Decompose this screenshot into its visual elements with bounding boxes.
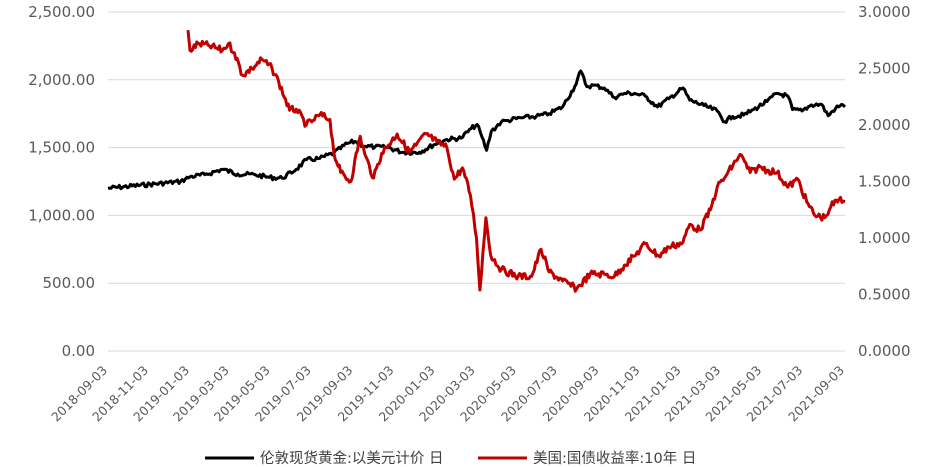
series-lines (107, 29, 847, 293)
y-right-tick-label: 0.0000 (858, 342, 911, 360)
gridlines (108, 11, 845, 352)
y-left-tick-label: 0.00 (62, 342, 95, 360)
y-left-tick-label: 2,000.00 (28, 71, 95, 89)
legend: 伦敦现货黄金:以美元计价 日 美国:国债收益率:10年 日 (205, 450, 696, 467)
legend-label-treasury-yield: 美国:国债收益率:10年 日 (533, 450, 696, 467)
y-left-tick-label: 2,500.00 (28, 3, 95, 21)
y-right-tick-label: 3.0000 (858, 3, 911, 21)
y-right-tick-label: 1.0000 (858, 229, 911, 247)
y-right-tick-label: 1.5000 (858, 173, 911, 191)
series-line-gold (107, 69, 847, 191)
x-axis: 2018-09-032018-11-032019-01-032019-03-03… (48, 363, 847, 425)
y-left-tick-label: 1,000.00 (28, 206, 95, 224)
y-right-tick-label: 2.5000 (858, 60, 911, 78)
left-y-axis: 0.00 500.00 1,000.00 1,500.00 2,000.00 2,500.… (28, 3, 95, 360)
y-right-tick-label: 0.5000 (858, 286, 911, 304)
series-line-treasury-yield (186, 29, 846, 293)
legend-label-gold: 伦敦现货黄金:以美元计价 日 (260, 450, 444, 467)
y-left-tick-label: 1,500.00 (28, 139, 95, 157)
y-left-tick-label: 500.00 (43, 274, 96, 292)
right-y-axis: 0.0000 0.5000 1.0000 1.5000 2.0000 2.5000 3.00… (858, 3, 911, 360)
y-right-tick-label: 2.0000 (858, 116, 911, 134)
